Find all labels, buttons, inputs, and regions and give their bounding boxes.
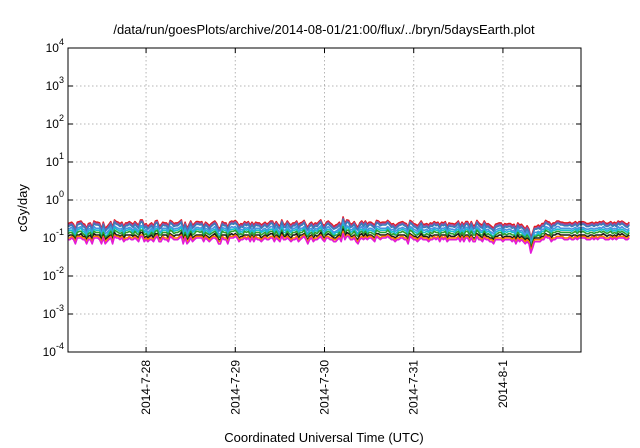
series-line-9: [68, 232, 630, 254]
series-line-1: [67, 216, 630, 239]
series-line-5: [67, 223, 630, 248]
y-tick-label: 10-3: [43, 303, 64, 321]
plot-frame: [67, 47, 582, 353]
series-line-3: [67, 218, 630, 243]
series-layer: [67, 216, 630, 254]
y-tick-label: 101: [46, 151, 64, 169]
x-tick-label: 2014-7-31: [407, 360, 421, 415]
y-tick-label: 100: [46, 189, 64, 207]
x-axis: 2014-7-28 2014-7-29 2014-7-30 2014-7-31 2014…: [139, 48, 510, 415]
series-line-4: [67, 221, 630, 245]
y-tick-label: 102: [46, 113, 64, 131]
y-tick-label: 104: [46, 37, 64, 55]
series-line-6: [67, 225, 630, 249]
y-tick-label: 10-4: [43, 341, 64, 359]
x-tick-label: 2014-7-30: [318, 360, 332, 415]
grid: [68, 48, 581, 352]
y-axis-label: cGy/day: [15, 184, 30, 232]
chart-title: /data/run/goesPlots/archive/2014-08-01/2…: [113, 22, 535, 37]
series-line-8: [68, 230, 630, 252]
x-tick-label: 2014-7-29: [228, 360, 242, 415]
x-axis-label: Coordinated Universal Time (UTC): [224, 430, 423, 445]
y-tick-label: 103: [46, 75, 64, 93]
x-tick-label: 2014-7-28: [139, 360, 153, 415]
y-tick-label: 10-1: [43, 227, 64, 245]
x-tick-label: 2014-8-1: [496, 360, 510, 408]
y-axis: 10-4 10-3 10-2 10-1 100 101 102 103 104: [43, 37, 581, 359]
y-tick-label: 10-2: [43, 265, 64, 283]
